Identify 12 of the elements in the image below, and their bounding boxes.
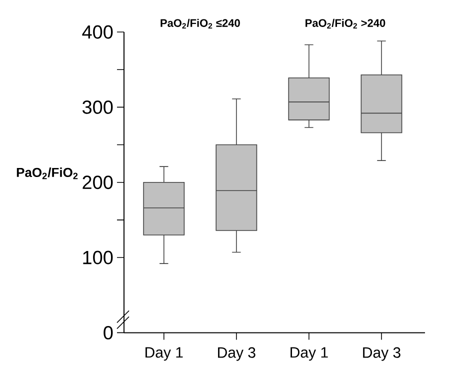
- y-tick-label: 400: [82, 25, 113, 39]
- y-tick-label: 100: [83, 250, 113, 264]
- y-tick-label: 300: [82, 100, 113, 114]
- text: PaO$_{2}$/FiO$_{2}$ >240: [306, 18, 386, 28]
- x-tick-label: Day 1: [290, 347, 328, 361]
- y-tick-label: 200: [82, 176, 113, 190]
- text: PaO$_{2}$/FiO$_{2}$ ≤240: [160, 18, 240, 28]
- x-tick-label: Day 3: [363, 347, 400, 361]
- y-axis-title: PaO$_{2}$/FiO$_{2}$: [16, 168, 78, 180]
- x-tick-label: Day 3: [218, 347, 256, 361]
- x-tick-label: Day 1: [146, 347, 183, 361]
- y-tick-label: 0: [104, 326, 113, 340]
